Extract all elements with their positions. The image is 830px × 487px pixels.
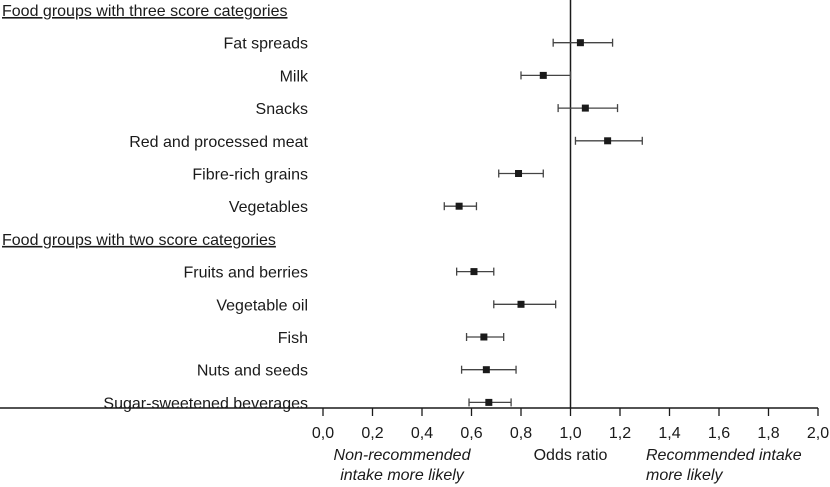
- x-tick-label: 1,0: [559, 425, 581, 442]
- x-tick-label: 0,2: [361, 425, 383, 442]
- point-estimate: [604, 137, 612, 145]
- row-label: Vegetables: [229, 199, 308, 216]
- row-label: Fat spreads: [224, 36, 308, 53]
- x-tick-label: 1,4: [658, 425, 680, 442]
- point-estimate: [517, 300, 525, 308]
- annotation-left-line: intake more likely: [340, 467, 465, 484]
- point-estimate: [581, 104, 589, 112]
- point-estimate: [485, 398, 493, 406]
- row-label: Fibre-rich grains: [192, 167, 308, 184]
- point-estimate: [482, 366, 490, 374]
- point-estimate: [480, 333, 488, 341]
- x-tick-label: 0,8: [510, 425, 532, 442]
- group-header: Food groups with three score categories: [2, 3, 287, 20]
- point-estimate: [576, 39, 584, 47]
- point-estimate: [455, 202, 463, 210]
- row-label: Vegetable oil: [216, 297, 308, 314]
- x-tick-label: 1,8: [757, 425, 779, 442]
- row-label: Sugar-sweetened beverages: [103, 395, 308, 412]
- x-tick-label: 1,6: [708, 425, 730, 442]
- x-tick-label: 1,2: [609, 425, 631, 442]
- annotation-left-line: Non-recommended: [334, 447, 472, 464]
- x-tick-label: 0,4: [411, 425, 433, 442]
- annotation-right-line: more likely: [646, 467, 723, 484]
- x-tick-label: 2,0: [807, 425, 829, 442]
- group-header: Food groups with two score categories: [2, 232, 276, 249]
- x-tick-label: 0,0: [312, 425, 334, 442]
- row-label: Red and processed meat: [129, 134, 308, 151]
- point-estimate: [470, 268, 478, 276]
- x-axis-title: Odds ratio: [534, 447, 608, 464]
- row-label: Milk: [280, 68, 309, 85]
- point-estimate: [515, 170, 523, 177]
- row-label: Nuts and seeds: [197, 363, 308, 380]
- row-label: Fish: [278, 330, 308, 347]
- x-tick-label: 0,6: [460, 425, 482, 442]
- row-label: Snacks: [256, 101, 308, 118]
- annotation-right-line: Recommended intake: [646, 447, 802, 464]
- point-estimate: [539, 71, 547, 79]
- row-label: Fruits and berries: [184, 265, 309, 282]
